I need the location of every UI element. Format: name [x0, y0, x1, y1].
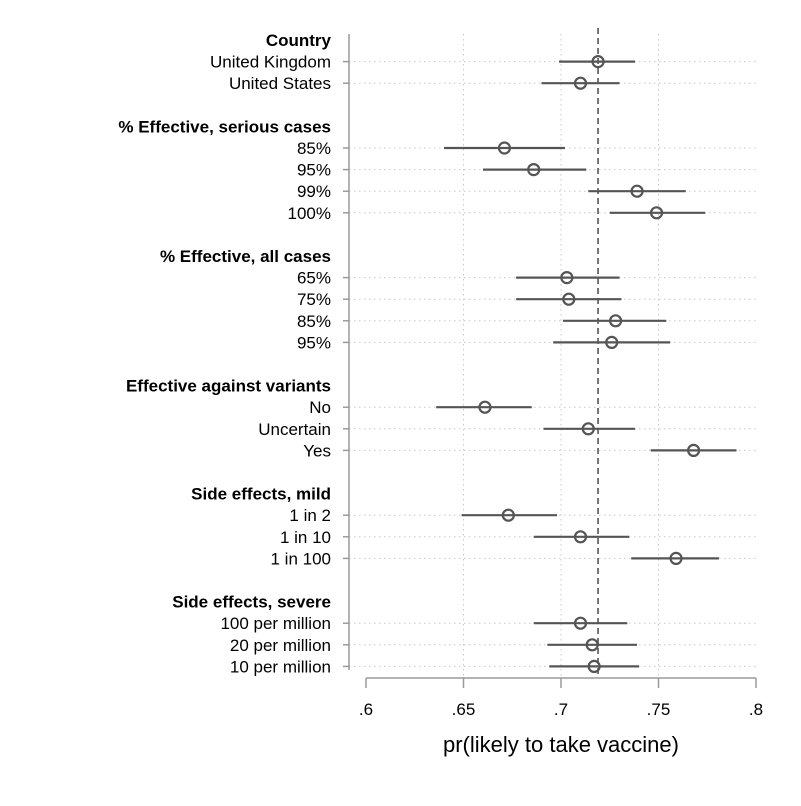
point-estimate: [587, 659, 601, 674]
group-label: % Effective, serious cases: [118, 117, 331, 136]
point-estimate: [649, 206, 664, 220]
row-label: United Kingdom: [210, 53, 331, 72]
point-estimate: [501, 508, 515, 522]
group-label: % Effective, all cases: [160, 247, 331, 266]
grid-layer: [349, 34, 756, 678]
row-label: 85%: [297, 139, 331, 158]
point-estimate: [591, 54, 605, 69]
point-estimate: [605, 335, 619, 349]
point-estimate: [562, 292, 576, 306]
point-estimate: [478, 400, 492, 414]
row-label: 1 in 10: [280, 528, 331, 547]
x-tick-label: .6: [359, 700, 373, 719]
row-label: Yes: [303, 441, 331, 460]
row-label: No: [309, 398, 331, 417]
point-estimate: [585, 638, 599, 652]
row-label: 10 per million: [230, 657, 331, 676]
group-label: Side effects, mild: [191, 485, 331, 504]
row-label: 85%: [297, 312, 331, 331]
point-estimate: [573, 616, 588, 630]
x-tick-label: .65: [452, 700, 476, 719]
point-estimate: [527, 163, 541, 177]
group-label: Side effects, severe: [172, 593, 331, 612]
point-estimate: [669, 551, 683, 566]
axis-layer: .6 .65 .7 .75 .8: [343, 34, 763, 719]
point-estimate: [630, 184, 644, 198]
row-label: 1 in 100: [271, 549, 332, 568]
row-label: 1 in 2: [289, 506, 331, 525]
point-estimate: [573, 76, 588, 90]
point-estimate: [581, 422, 595, 436]
point-estimate: [608, 314, 623, 328]
point-estimate: [686, 443, 701, 457]
group-label: Effective against variants: [126, 377, 331, 396]
row-label: 100 per million: [220, 614, 331, 633]
row-label: 75%: [297, 290, 331, 309]
row-label: United States: [229, 74, 331, 93]
mark-layer: [436, 54, 737, 674]
row-label: 95%: [297, 161, 331, 180]
group-label: Country: [266, 31, 332, 50]
row-label: 20 per million: [230, 636, 331, 655]
row-label: 65%: [297, 269, 331, 288]
x-tick-label: .7: [554, 700, 568, 719]
x-tick-label: .75: [647, 700, 671, 719]
row-label: Uncertain: [258, 420, 331, 439]
row-label-layer: Country United Kingdom United States % Effe…: [118, 31, 331, 676]
point-estimate: [497, 141, 512, 155]
row-label: 95%: [297, 333, 331, 352]
row-label: 100%: [288, 204, 331, 223]
row-label: 99%: [297, 182, 331, 201]
point-estimate: [573, 530, 588, 544]
x-tick-label: .8: [749, 700, 763, 719]
point-estimate: [560, 271, 574, 285]
x-axis-title: pr(likely to take vaccine): [443, 732, 679, 757]
